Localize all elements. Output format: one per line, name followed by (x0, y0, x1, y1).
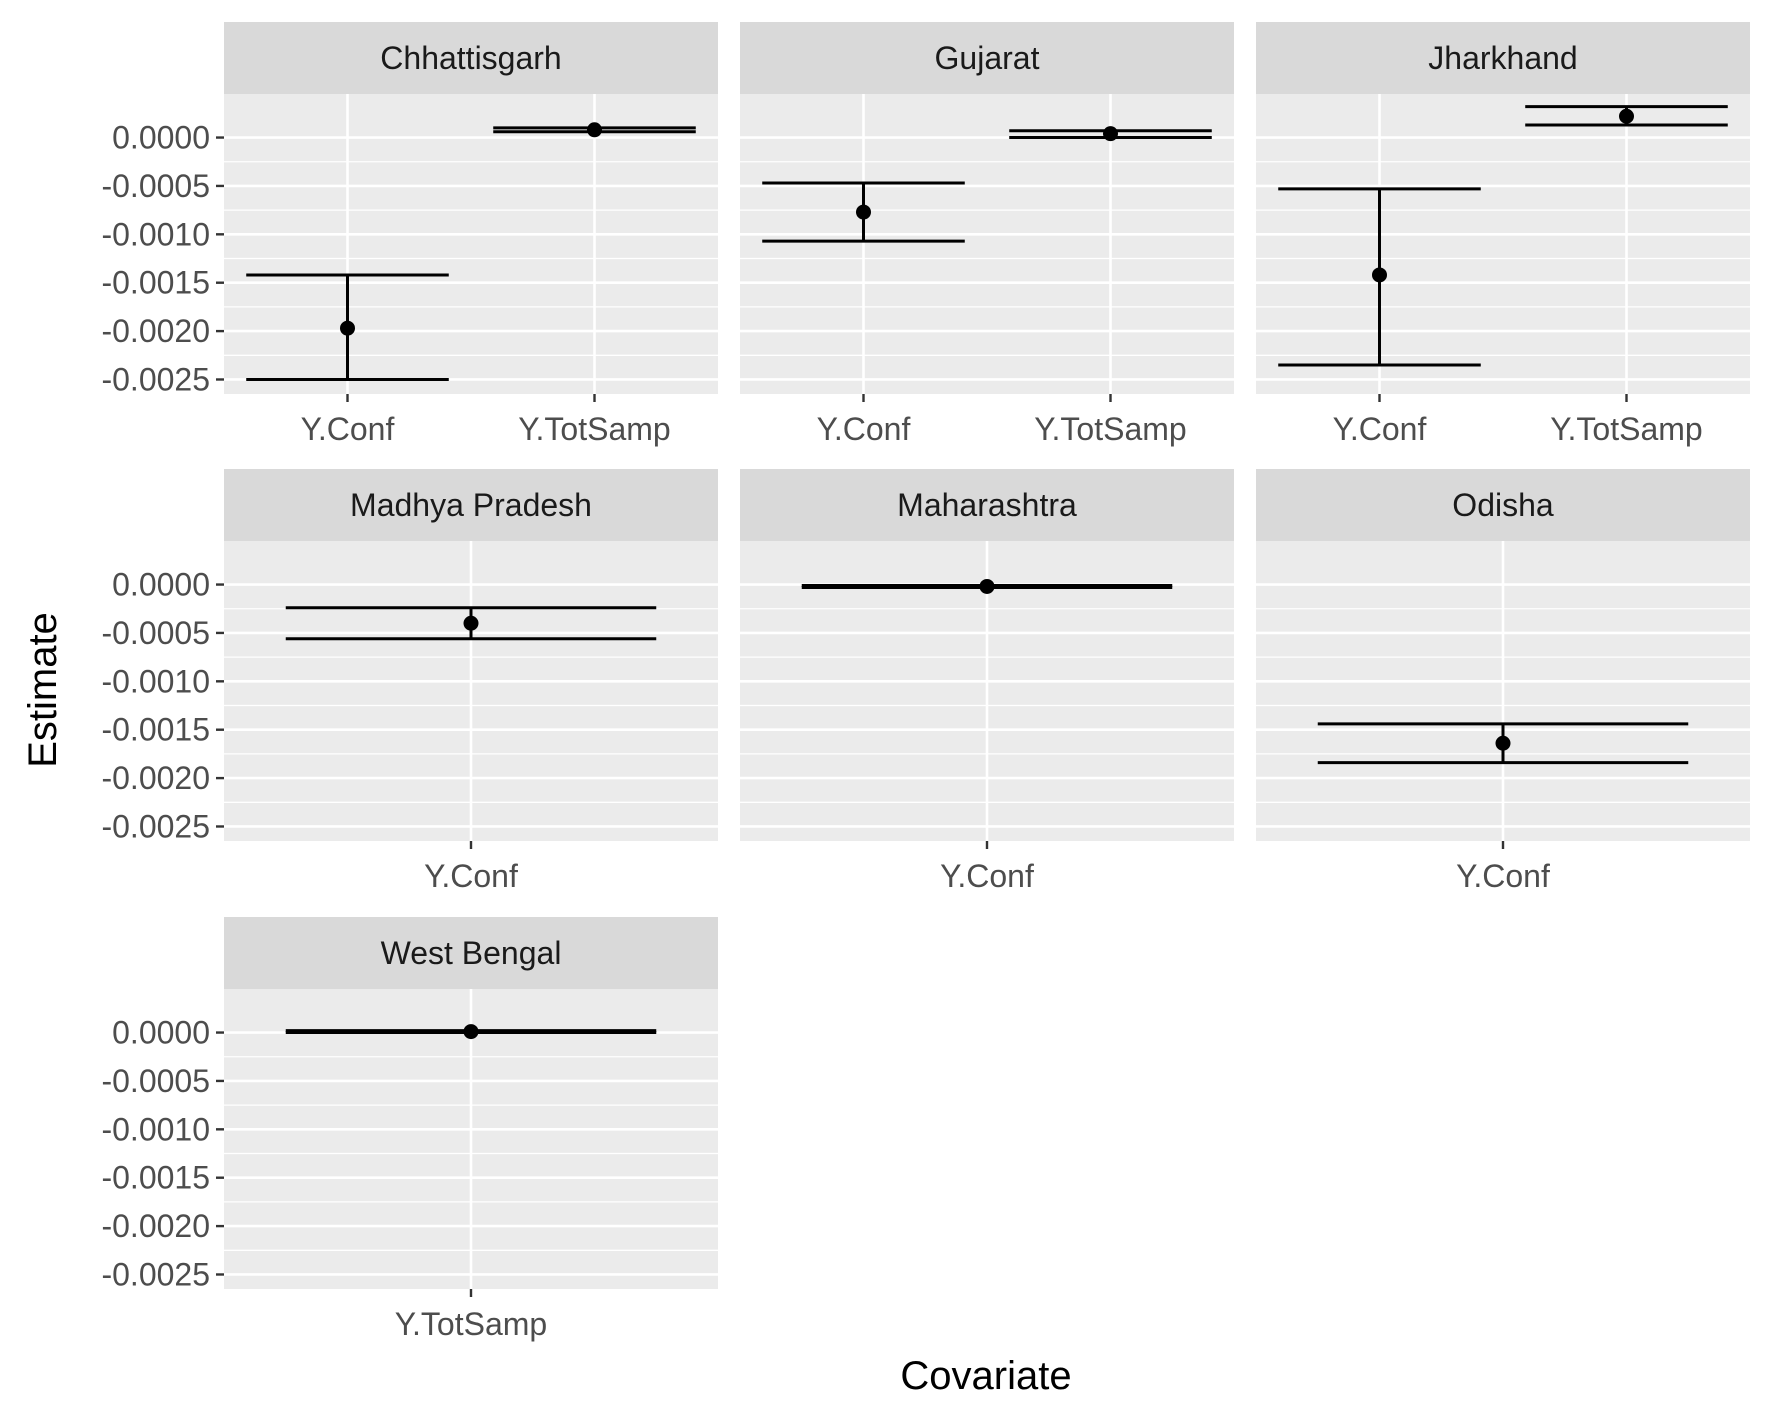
facet-strip (1256, 22, 1750, 94)
panel-background (740, 94, 1234, 394)
estimate-point (1495, 735, 1511, 751)
x-tick-label: Y.Conf (424, 858, 518, 894)
facet-panel: Chhattisgarh 0.0000 -0.0005 -0.0010 -0.0015 -… (101, 22, 718, 447)
panel-background (224, 94, 718, 394)
estimate-point (1372, 267, 1387, 283)
facet-strip-label: West Bengal (381, 935, 562, 971)
y-tick-label: -0.0015 (101, 265, 210, 301)
x-tick-label: Y.Conf (940, 858, 1034, 894)
facet-strip (1256, 469, 1750, 541)
x-tick-label: Y.TotSamp (518, 411, 670, 447)
panel-background (1256, 94, 1750, 394)
facet-strip-label: Maharashtra (897, 487, 1077, 523)
facet-strip-label: Odisha (1452, 487, 1554, 523)
y-tick-label: -0.0005 (101, 1063, 210, 1099)
x-tick-label: Y.Conf (1333, 411, 1427, 447)
y-tick-label: -0.0015 (101, 712, 210, 748)
facet-panel: Gujarat Y.Conf Y.TotSamp (740, 22, 1234, 447)
facet-strip-label: Madhya Pradesh (350, 487, 592, 523)
facet-panel: Maharashtra Y.Conf (740, 469, 1234, 894)
y-tick-label: 0.0000 (112, 567, 210, 603)
estimate-point (1619, 108, 1634, 124)
y-tick-label: -0.0020 (101, 1208, 210, 1244)
estimate-point (1103, 126, 1118, 142)
x-tick-label: Y.Conf (817, 411, 911, 447)
estimate-point (856, 204, 871, 220)
facet-strip (740, 22, 1234, 94)
estimate-point (979, 578, 995, 594)
y-tick-label: -0.0005 (101, 615, 210, 651)
x-axis-title: Covariate (900, 1354, 1071, 1398)
x-tick-label: Y.TotSamp (1034, 411, 1186, 447)
x-tick-label: Y.TotSamp (395, 1306, 547, 1342)
facet-strip (224, 469, 718, 541)
y-tick-label: -0.0025 (101, 361, 210, 397)
y-tick-label: -0.0020 (101, 760, 210, 796)
facet-panels: Chhattisgarh 0.0000 -0.0005 -0.0010 -0.0015 -… (101, 22, 1750, 1342)
y-tick-label: -0.0010 (101, 663, 210, 699)
facet-strip (224, 22, 718, 94)
facet-strip-label: Gujarat (935, 40, 1040, 76)
estimate-point (463, 1024, 479, 1040)
estimate-point (587, 122, 602, 138)
x-tick-label: Y.Conf (1456, 858, 1550, 894)
facet-panel: Madhya Pradesh 0.0000 -0.0005 -0.0010 -0.001… (101, 469, 718, 894)
facet-strip-label: Chhattisgarh (380, 40, 561, 76)
x-tick-label: Y.Conf (301, 411, 395, 447)
estimate-point (463, 615, 479, 631)
x-tick-label: Y.TotSamp (1550, 411, 1702, 447)
y-tick-label: -0.0010 (101, 216, 210, 252)
facet-panel: Odisha Y.Conf (1256, 469, 1750, 894)
estimate-point (340, 320, 355, 336)
facet-panel: Jharkhand Y.Conf Y.TotSamp (1256, 22, 1750, 447)
facet-strip (740, 469, 1234, 541)
y-tick-label: 0.0000 (112, 120, 210, 156)
facet-strip (224, 917, 718, 989)
y-tick-label: -0.0005 (101, 168, 210, 204)
y-tick-label: 0.0000 (112, 1015, 210, 1051)
y-tick-label: -0.0010 (101, 1111, 210, 1147)
y-tick-label: -0.0025 (101, 1256, 210, 1292)
facet-strip-label: Jharkhand (1428, 40, 1577, 76)
y-tick-label: -0.0015 (101, 1160, 210, 1196)
y-tick-label: -0.0020 (101, 313, 210, 349)
y-tick-label: -0.0025 (101, 808, 210, 844)
facet-panel: West Bengal 0.0000 -0.0005 -0.0010 -0.0015 -0… (101, 917, 718, 1342)
y-axis-title: Estimate (21, 612, 65, 768)
